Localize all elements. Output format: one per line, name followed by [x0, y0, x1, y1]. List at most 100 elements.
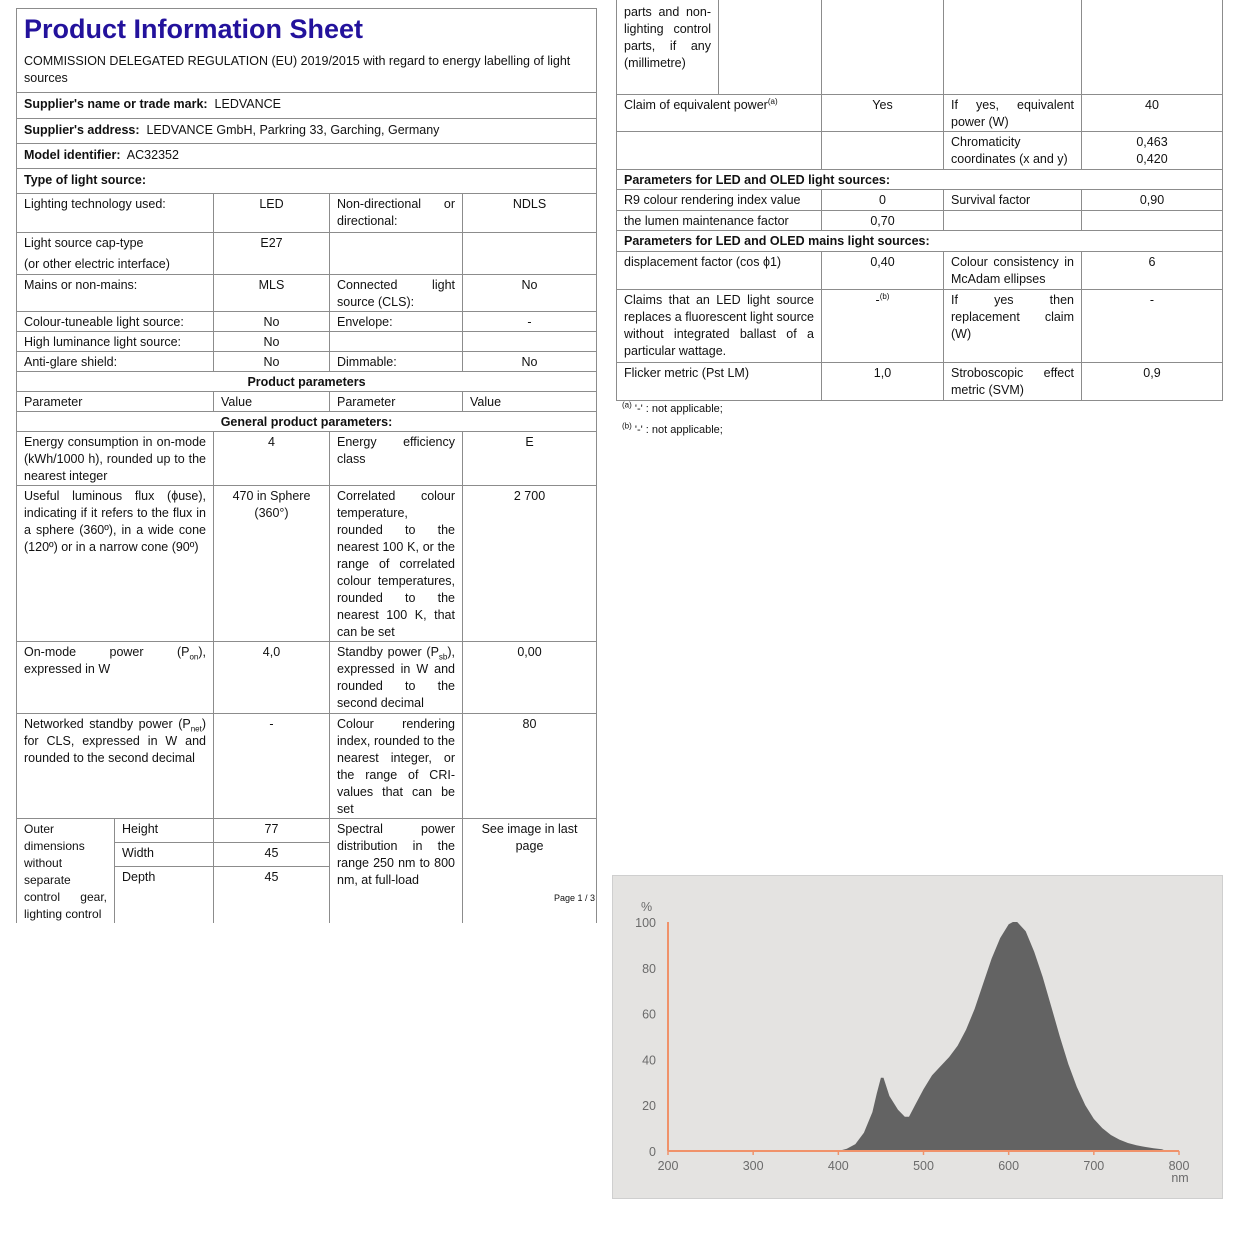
- param-label: Colour-tuneable light source:: [16, 311, 214, 332]
- table-row: R9 colour rendering index value 0 Surviva…: [616, 188, 1223, 211]
- param-label: Standby power (Psb), expressed in W and …: [329, 641, 463, 714]
- table-row: Light source cap-type (or other electric …: [16, 232, 598, 275]
- chromaticity-x: 0,463: [1136, 134, 1168, 149]
- dimension-value: 45: [213, 841, 330, 867]
- dimension-label: Height: [114, 818, 214, 843]
- label-text: ), expressed in W and rounded to the sec…: [337, 645, 455, 710]
- param-label: Energy consumption in on-mode (kWh/1000 …: [16, 431, 214, 486]
- param-value: 6: [1081, 250, 1223, 290]
- title-cell: Product Information Sheet COMMISSION DEL…: [15, 8, 598, 93]
- y-tick-label: 60: [642, 1008, 656, 1022]
- x-tick-label: 800: [1169, 1159, 1190, 1173]
- cap-type-label: Light source cap-type: [24, 236, 144, 250]
- footnote-a: (a) '-' : not applicable;: [622, 400, 723, 415]
- empty-cell: [943, 209, 1082, 231]
- address-value: LEDVANCE GmbH, Parkring 33, Garching, Ge…: [146, 123, 440, 137]
- subscript: net: [190, 724, 202, 734]
- param-label: Useful luminous flux (ϕuse), indicating …: [16, 485, 214, 642]
- param-value: Yes: [821, 93, 944, 132]
- col-header-value: Value: [461, 391, 598, 412]
- table-row: Claims that an LED light source replaces…: [616, 288, 1223, 363]
- footnote-mark: (a): [767, 96, 778, 106]
- chromaticity-y: 0,420: [1136, 151, 1168, 166]
- empty-cell: [329, 232, 463, 275]
- param-label: Stroboscopic effect metric (SVM): [943, 361, 1082, 401]
- table-row: High luminance light source: No: [16, 331, 598, 352]
- table-row: Depth 45: [17, 865, 597, 923]
- param-value: 4: [213, 431, 330, 486]
- param-label: On-mode power (Pon), expressed in W: [16, 641, 214, 714]
- footnote-text: '-' : not applicable;: [634, 424, 723, 436]
- param-value: 0,70: [821, 209, 944, 231]
- y-ticks: 0 20 40 60 80 100: [635, 916, 656, 1159]
- table-row: Useful luminous flux (ϕuse), indicating …: [16, 485, 598, 642]
- param-value: -: [1081, 288, 1223, 363]
- led-params-heading: Parameters for LED and OLED light source…: [616, 168, 1223, 190]
- param-label: displacement factor (cos ϕ1): [616, 250, 822, 290]
- table-row: parts and non-lighting control parts, if…: [616, 0, 1223, 95]
- empty-cell: [943, 0, 1082, 95]
- product-params-heading: Product parameters: [15, 371, 598, 392]
- label-text: ) for CLS, expressed in W and rounded to…: [24, 717, 206, 765]
- model-row: Model identifier: AC32352: [15, 143, 598, 169]
- table-row: Energy consumption in on-mode (kWh/1000 …: [16, 431, 598, 486]
- param-value: 1,0: [821, 361, 944, 401]
- param-label: the lumen maintenance factor: [616, 209, 822, 231]
- param-value: E27: [213, 232, 330, 275]
- supplier-label: Supplier's name or trade mark:: [24, 97, 208, 111]
- dimension-value: 77: [213, 818, 330, 843]
- param-label: Networked standby power (Pnet) for CLS, …: [16, 713, 214, 819]
- page-number: Page 1 / 3: [553, 893, 595, 903]
- param-label: Light source cap-type (or other electric …: [16, 232, 214, 275]
- empty-cell: [1081, 209, 1223, 231]
- table-row: Outer dimensions without separate contro…: [16, 818, 598, 923]
- led-mains-params-heading: Parameters for LED and OLED mains light …: [616, 229, 1223, 252]
- dimension-label: Width: [114, 841, 214, 867]
- param-value: -: [213, 713, 330, 819]
- value-text: -: [875, 292, 880, 307]
- table-row: Flicker metric (Pst LM) 1,0 Stroboscopic …: [616, 361, 1223, 401]
- table-row: On-mode power (Pon), expressed in W 4,0 …: [16, 641, 598, 714]
- param-label: Claim of equivalent power(a): [616, 93, 822, 132]
- x-tick-label: 300: [743, 1159, 764, 1173]
- footnote-text: '-' : not applicable;: [634, 403, 723, 415]
- param-label: Spectral power distribution in the range…: [329, 818, 463, 923]
- spectral-chart: 0 20 40 60 80 100 200 300 400 500 600 700 800 % nm: [612, 875, 1223, 1199]
- y-tick-label: 0: [649, 1145, 656, 1159]
- footnote-b: (b) '-' : not applicable;: [622, 422, 723, 436]
- model-value: AC32352: [126, 148, 179, 162]
- x-tick-label: 600: [998, 1159, 1019, 1173]
- x-ticks: 200 300 400 500 600 700 800: [658, 1151, 1190, 1173]
- footnote-mark: (b): [879, 291, 890, 301]
- x-tick-label: 200: [658, 1159, 679, 1173]
- y-tick-label: 100: [635, 916, 656, 930]
- param-value: 0,463 0,420: [1081, 130, 1223, 170]
- regulation-text: COMMISSION DELEGATED REGULATION (EU) 201…: [24, 54, 571, 85]
- empty-cell: [461, 232, 598, 275]
- x-tick-label: 400: [828, 1159, 849, 1173]
- param-label: Outer dimensions without separate contro…: [16, 818, 115, 923]
- table-row: Networked standby power (Pnet) for CLS, …: [16, 713, 598, 819]
- param-value: 80: [461, 713, 598, 819]
- param-value: 0,90: [1081, 188, 1223, 211]
- empty-cell: [821, 0, 944, 95]
- left-info-table: Product Information Sheet COMMISSION DEL…: [15, 8, 598, 923]
- table-row: Anti-glare shield: No Dimmable: No: [16, 351, 598, 372]
- param-value: No: [213, 331, 330, 352]
- param-value: E: [461, 431, 598, 486]
- param-label: Anti-glare shield:: [16, 351, 214, 372]
- label-text: ), expressed in W: [24, 645, 206, 676]
- param-value: 470 in Sphere (360°): [213, 485, 330, 642]
- y-axis-unit: %: [641, 900, 652, 914]
- param-label: If yes, equivalent power (W): [943, 93, 1082, 132]
- param-value: See image in last page: [461, 818, 598, 923]
- param-label: Envelope:: [329, 311, 463, 332]
- param-value: 2 700: [461, 485, 598, 642]
- empty-cell: [1081, 0, 1223, 95]
- footnote-mark: (a): [622, 400, 632, 410]
- table-row: Colour-tuneable light source: No Envelope…: [16, 311, 598, 332]
- dimension-value: 45: [213, 865, 330, 923]
- param-label: Colour rendering index, rounded to the n…: [329, 713, 463, 819]
- empty-cell: [821, 130, 944, 170]
- x-tick-label: 700: [1083, 1159, 1104, 1173]
